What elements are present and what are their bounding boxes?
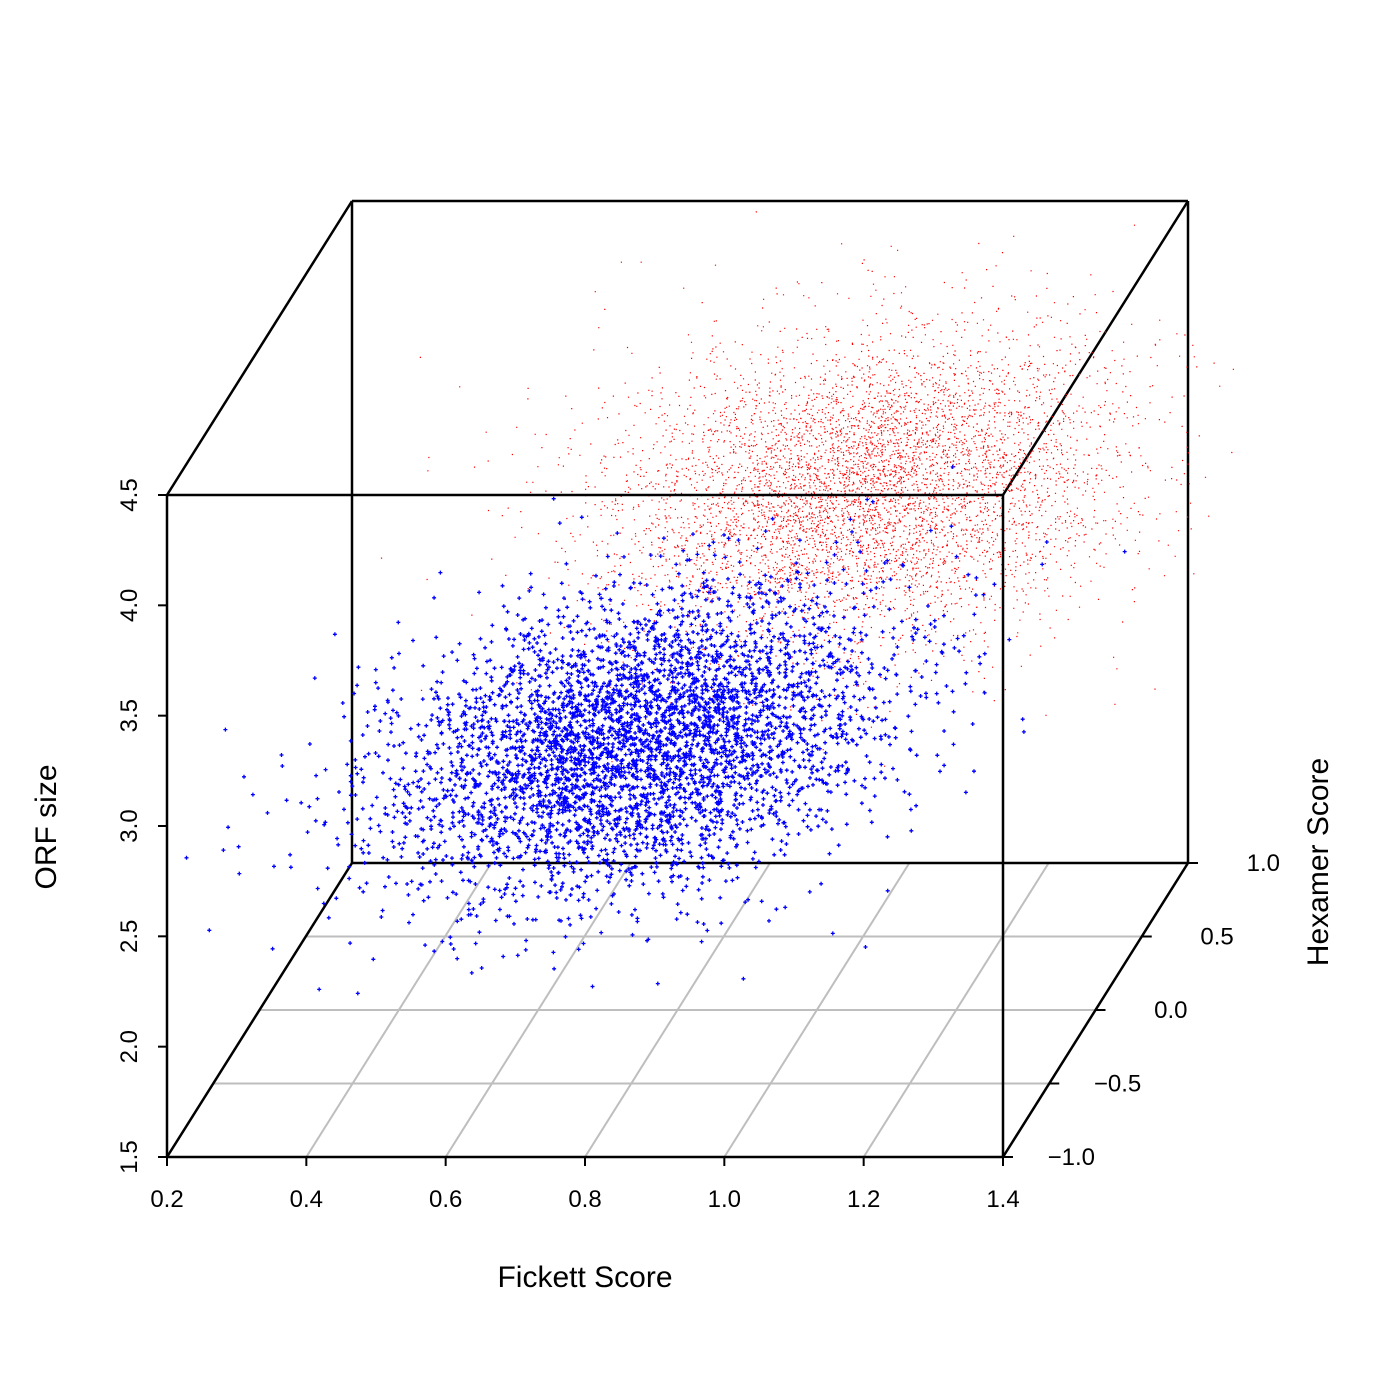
- box-edge: [165, 200, 354, 496]
- box-edge: [1001, 200, 1190, 496]
- y-tick-label: 1.0: [1247, 850, 1280, 877]
- series-0: [380, 211, 1234, 839]
- z-tick-label: 3.0: [116, 809, 143, 842]
- series-1-points: [184, 464, 1127, 996]
- floor-grid: [213, 862, 1142, 1158]
- series-0-points: [380, 211, 1234, 839]
- axis-tick-labels: 0.2 0.4 0.6 0.8 1.0 1.2 1.4 −1.0 −0.5 0.0 0.5 1.0 1.…: [116, 478, 1280, 1213]
- z-tick-label: 3.5: [116, 699, 143, 732]
- z-tick-label: 1.5: [116, 1140, 143, 1173]
- x-tick-label: 0.2: [150, 1186, 183, 1213]
- z-tick-label: 2.0: [116, 1030, 143, 1063]
- box-edge: [165, 862, 354, 1158]
- y-axis-title: Hexamer Score: [1302, 758, 1335, 966]
- box-back-edges: [165, 199, 1190, 1158]
- y-tick-label: −0.5: [1094, 1071, 1141, 1098]
- x-axis-title: Fickett Score: [497, 1261, 672, 1294]
- y-tick-label: 0.0: [1154, 997, 1187, 1024]
- y-tick-label: 0.5: [1200, 924, 1233, 951]
- x-tick-label: 0.6: [429, 1186, 462, 1213]
- x-tick-label: 1.2: [847, 1186, 880, 1213]
- y-tick-label: −1.0: [1048, 1144, 1095, 1171]
- data-points: [184, 211, 1234, 996]
- x-tick-label: 1.4: [986, 1186, 1019, 1213]
- axis-ticks: [158, 494, 1198, 1166]
- x-tick-label: 1.0: [708, 1186, 741, 1213]
- x-tick-label: 0.4: [290, 1186, 323, 1213]
- z-axis-title: ORF size: [30, 764, 63, 889]
- z-tick-label: 2.5: [116, 920, 143, 953]
- series-1: [184, 464, 1127, 996]
- z-tick-label: 4.0: [116, 589, 143, 622]
- z-tick-label: 4.5: [116, 478, 143, 511]
- x-tick-label: 0.8: [568, 1186, 601, 1213]
